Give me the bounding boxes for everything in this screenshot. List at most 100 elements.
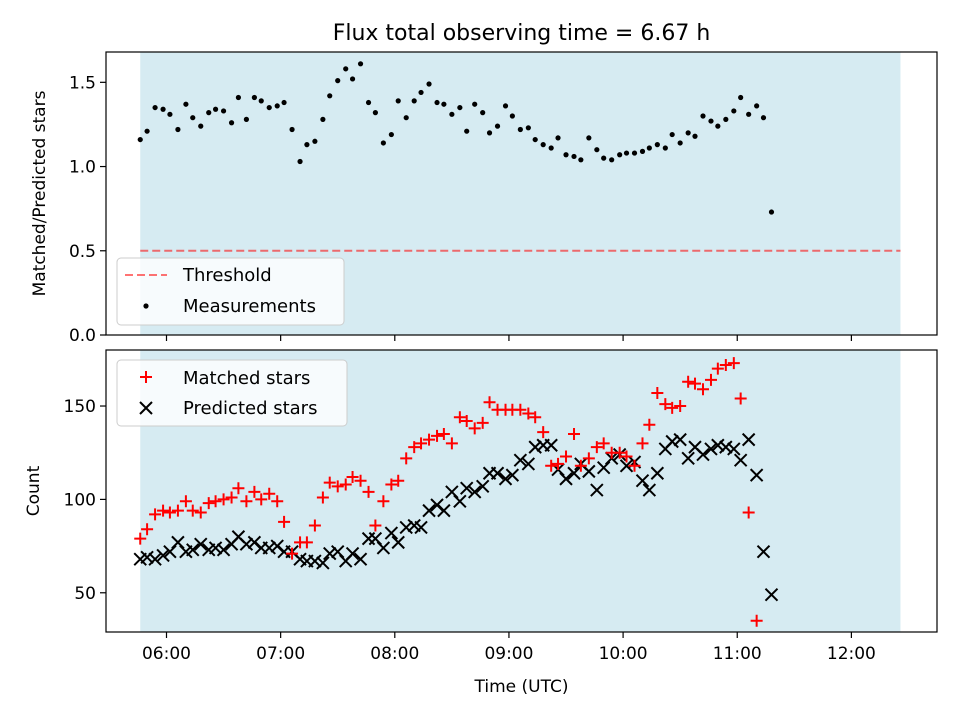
measurement-point xyxy=(343,66,349,72)
matched-star-point xyxy=(240,495,253,508)
measurement-point xyxy=(746,111,752,117)
predicted-star-point xyxy=(422,503,436,518)
measurement-point xyxy=(555,135,561,141)
top-y-tick-label: 1.5 xyxy=(69,73,96,93)
matched-star-point xyxy=(552,457,565,470)
measurement-point xyxy=(623,150,630,156)
legend-matched-label: Matched stars xyxy=(183,368,310,389)
measurement-point xyxy=(220,108,227,114)
measurement-point xyxy=(654,142,660,148)
matched-star-point xyxy=(271,495,284,508)
bottom-x-ticks: 06:00 07:00 08:00 09:00 10:00 11:00 12:00 xyxy=(142,632,876,664)
predicted-star-point xyxy=(186,543,200,557)
x-tick-label: 11:00 xyxy=(713,644,762,664)
matched-star-point xyxy=(468,422,481,435)
x-tick-label: 10:00 xyxy=(599,644,648,664)
matched-star-point xyxy=(308,519,321,532)
matched-star-point xyxy=(620,450,633,463)
matched-star-point xyxy=(339,478,352,491)
matched-star-point xyxy=(179,495,192,508)
predicted-star-point xyxy=(239,537,254,551)
matched-star-point xyxy=(460,414,473,427)
predicted-star-point xyxy=(148,552,162,566)
measurement-point xyxy=(418,89,424,96)
matched-star-point xyxy=(689,377,702,390)
matched-star-point xyxy=(346,470,359,483)
matched-star-point xyxy=(163,506,176,519)
matched-star-point xyxy=(431,429,444,442)
predicted-star-point xyxy=(513,453,528,467)
bottom-y-axis-label: Count xyxy=(24,465,44,516)
measurement-point xyxy=(434,99,440,106)
predicted-star-point xyxy=(140,550,154,565)
matched-star-point xyxy=(194,506,207,519)
predicted-star-point xyxy=(681,451,695,466)
measurement-point xyxy=(167,111,173,117)
measurement-point xyxy=(617,152,623,158)
predicted-star-point xyxy=(376,541,391,555)
legend-predicted-swatch xyxy=(139,401,153,415)
predicted-star-point xyxy=(505,468,520,482)
top-y-tick-label: 0.5 xyxy=(69,242,96,262)
measurement-point xyxy=(441,101,447,107)
matched-star-point xyxy=(636,437,649,450)
matched-star-point xyxy=(719,358,732,371)
measurement-point xyxy=(480,110,486,116)
predicted-star-point xyxy=(528,440,542,454)
measurement-point xyxy=(715,123,721,129)
measurement-point xyxy=(152,104,158,111)
predicted-star-point xyxy=(384,526,399,540)
predicted-star-point xyxy=(399,520,413,535)
predicted-star-point xyxy=(490,466,505,480)
matched-star-point xyxy=(385,478,398,491)
measurement-point xyxy=(692,133,698,139)
x-tick-label: 08:00 xyxy=(370,644,419,664)
measurement-point xyxy=(646,145,652,151)
predicted-star-point xyxy=(711,438,725,452)
matched-star-point xyxy=(232,482,245,495)
predicted-star-point xyxy=(475,479,490,494)
predicted-star-point xyxy=(590,483,604,497)
matched-star-point xyxy=(157,504,170,517)
x-tick-label: 12:00 xyxy=(827,644,876,664)
measurement-point xyxy=(662,145,668,151)
matched-star-point xyxy=(659,398,672,411)
measurement-point xyxy=(426,81,432,87)
matched-star-point xyxy=(582,452,595,465)
matched-star-point xyxy=(316,491,329,504)
predicted-star-point xyxy=(642,483,657,497)
matched-star-point xyxy=(704,373,717,386)
measurement-point xyxy=(723,116,729,122)
matched-star-point xyxy=(300,536,313,549)
measurement-point xyxy=(601,155,607,161)
measurement-point xyxy=(281,99,287,106)
matched-star-point xyxy=(476,416,489,429)
matched-star-point xyxy=(734,392,747,405)
bottom-legend-box xyxy=(116,359,348,427)
measurement-point xyxy=(708,118,714,124)
bottom-y-ticks: 50 100 150 xyxy=(64,397,106,604)
measurement-point xyxy=(760,115,767,121)
measurement-point xyxy=(206,110,212,116)
matched-star-point xyxy=(263,487,276,500)
x-tick-label: 09:00 xyxy=(484,644,533,664)
predicted-star-point xyxy=(208,541,223,555)
measurement-point xyxy=(594,147,600,153)
measurement-point xyxy=(190,115,196,121)
top-y-tick-label: 1.0 xyxy=(69,158,96,178)
measurement-point xyxy=(509,113,515,119)
matched-star-point xyxy=(171,504,184,517)
measurement-point xyxy=(327,93,333,99)
bottom-panel: 50 100 150 06:00 07:00 08:00 09:00 10:00 11:00 1… xyxy=(24,349,938,697)
predicted-star-point xyxy=(391,535,405,550)
matched-star-point xyxy=(354,474,367,487)
measurement-point xyxy=(198,123,204,129)
matched-star-point xyxy=(248,485,261,498)
measurement-point xyxy=(631,150,638,156)
measurement-point xyxy=(486,130,493,136)
predicted-star-point xyxy=(262,541,276,555)
predicted-star-point xyxy=(727,442,741,456)
predicted-star-point xyxy=(437,503,451,518)
x-tick-label: 07:00 xyxy=(256,644,305,664)
